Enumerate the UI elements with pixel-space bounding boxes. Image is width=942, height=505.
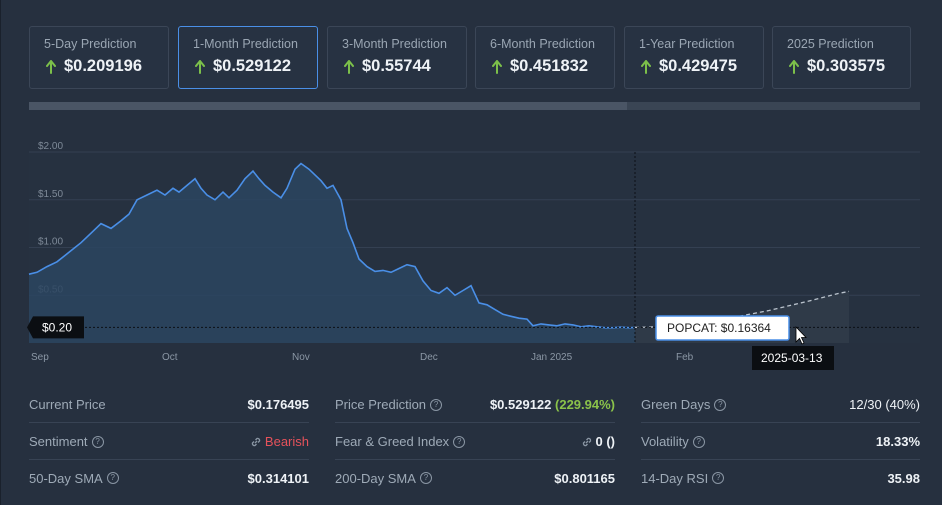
tooltip-text: POPCAT: $0.16364 <box>667 321 771 335</box>
link-icon[interactable] <box>250 436 262 448</box>
stat-sma200: 200-Day SMA? $0.801165 <box>335 460 615 496</box>
x-tick-label: Jan 2025 <box>531 352 573 363</box>
card-value: $0.429475 <box>659 57 737 75</box>
help-icon[interactable]: ? <box>91 435 104 448</box>
x-tick-label: Dec <box>420 352 438 363</box>
scrollbar-thumb[interactable] <box>29 102 627 110</box>
card-label: 5-Day Prediction <box>44 37 137 51</box>
stat-value: 0 () <box>595 434 616 449</box>
card-label: 1-Year Prediction <box>639 37 735 51</box>
date-label: 2025-03-13 <box>761 351 823 365</box>
stat-current-price: Current Price $0.176495 <box>29 387 309 423</box>
stat-value: $0.801165 <box>554 470 615 486</box>
price-line <box>28 162 636 329</box>
tooltip-box <box>655 315 790 341</box>
card-value: $0.529122 <box>213 57 291 75</box>
stat-label: Current Price <box>29 397 106 412</box>
prediction-cards: 5-Day Prediction $0.209196 1-Month Predi… <box>29 26 920 89</box>
stat-value: 18.33% <box>875 434 920 449</box>
stat-value: 12/30 (40%) <box>849 397 920 412</box>
chart-scrollbar[interactable] <box>29 102 920 110</box>
help-icon[interactable]: ? <box>106 472 119 484</box>
stat-label: Green Days <box>641 397 711 412</box>
card-value: $0.303575 <box>807 57 885 75</box>
x-tick-label: Sep <box>31 352 49 363</box>
y-tick-label: $2.00 <box>38 141 63 152</box>
help-icon[interactable]: ? <box>453 435 466 448</box>
stat-value: Bearish <box>264 434 309 449</box>
price-chart[interactable]: $2.00$1.50$1.00$0.50SepOctNovDecJan 2025… <box>0 140 942 370</box>
series-area <box>29 163 635 343</box>
y-tick-label: $1.00 <box>38 237 63 248</box>
y-tick-label: $1.50 <box>38 189 63 200</box>
card-value: $0.451832 <box>510 57 588 75</box>
stat-label: Price Prediction <box>335 397 427 412</box>
arrow-up-icon <box>195 59 205 74</box>
price-label: $0.20 <box>42 320 72 334</box>
arrow-up-icon <box>492 59 502 74</box>
stat-green-days: Green Days? 12/30 (40%) <box>641 387 920 423</box>
stat-value: $0.529122 <box>489 397 552 412</box>
help-icon[interactable]: ? <box>430 398 443 411</box>
stat-value: 35.98 <box>887 470 920 486</box>
stat-sma50: 50-Day SMA? $0.314101 <box>29 460 309 496</box>
prediction-card-5day[interactable]: 5-Day Prediction $0.209196 <box>29 26 169 89</box>
stat-value: $0.176495 <box>247 397 309 412</box>
card-label: 3-Month Prediction <box>342 37 447 51</box>
help-icon[interactable]: ? <box>419 472 432 484</box>
arrow-up-icon <box>344 59 354 74</box>
stat-label: Fear & Greed Index <box>335 434 450 449</box>
card-label: 1-Month Prediction <box>193 37 298 51</box>
stat-value: $0.314101 <box>247 470 309 486</box>
price-label-box <box>27 316 84 339</box>
stat-price-prediction: Price Prediction? $0.529122 (229.94%) <box>335 387 615 423</box>
prediction-card-1month[interactable]: 1-Month Prediction $0.529122 <box>178 26 318 89</box>
stat-label: Volatility <box>641 434 689 449</box>
x-tick-label: Oct <box>162 352 178 363</box>
card-value: $0.209196 <box>64 57 142 75</box>
stat-change: (229.94%) <box>555 397 615 412</box>
card-label: 2025 Prediction <box>787 37 874 51</box>
x-tick-label: Feb <box>676 352 694 363</box>
mouse-cursor-icon <box>795 326 807 345</box>
prediction-card-6month[interactable]: 6-Month Prediction $0.451832 <box>475 26 615 89</box>
arrow-up-icon <box>789 59 799 74</box>
stat-fear-greed: Fear & Greed Index? 0 () <box>335 424 615 460</box>
prediction-card-1year[interactable]: 1-Year Prediction $0.429475 <box>624 26 764 89</box>
stat-label: Sentiment <box>29 434 88 449</box>
date-label-box <box>752 346 834 370</box>
stat-rsi14: 14-Day RSI? 35.98 <box>641 460 920 496</box>
left-edge <box>0 0 1 505</box>
prediction-card-3month[interactable]: 3-Month Prediction $0.55744 <box>327 26 467 89</box>
stat-label: 50-Day SMA <box>29 470 103 486</box>
stat-volatility: Volatility? 18.33% <box>641 424 920 460</box>
card-label: 6-Month Prediction <box>490 37 595 51</box>
help-icon[interactable]: ? <box>692 435 705 448</box>
arrow-up-icon <box>46 59 56 74</box>
prediction-card-2025[interactable]: 2025 Prediction $0.303575 <box>772 26 911 89</box>
arrow-up-icon <box>641 59 651 74</box>
stat-label: 200-Day SMA <box>335 470 416 486</box>
stat-label: 14-Day RSI <box>641 470 709 486</box>
stat-sentiment: Sentiment? Bearish <box>29 424 309 460</box>
link-icon[interactable] <box>581 436 593 448</box>
x-tick-label: Nov <box>292 352 310 363</box>
help-icon[interactable]: ? <box>712 472 725 484</box>
card-value: $0.55744 <box>362 57 431 75</box>
help-icon[interactable]: ? <box>714 398 727 411</box>
